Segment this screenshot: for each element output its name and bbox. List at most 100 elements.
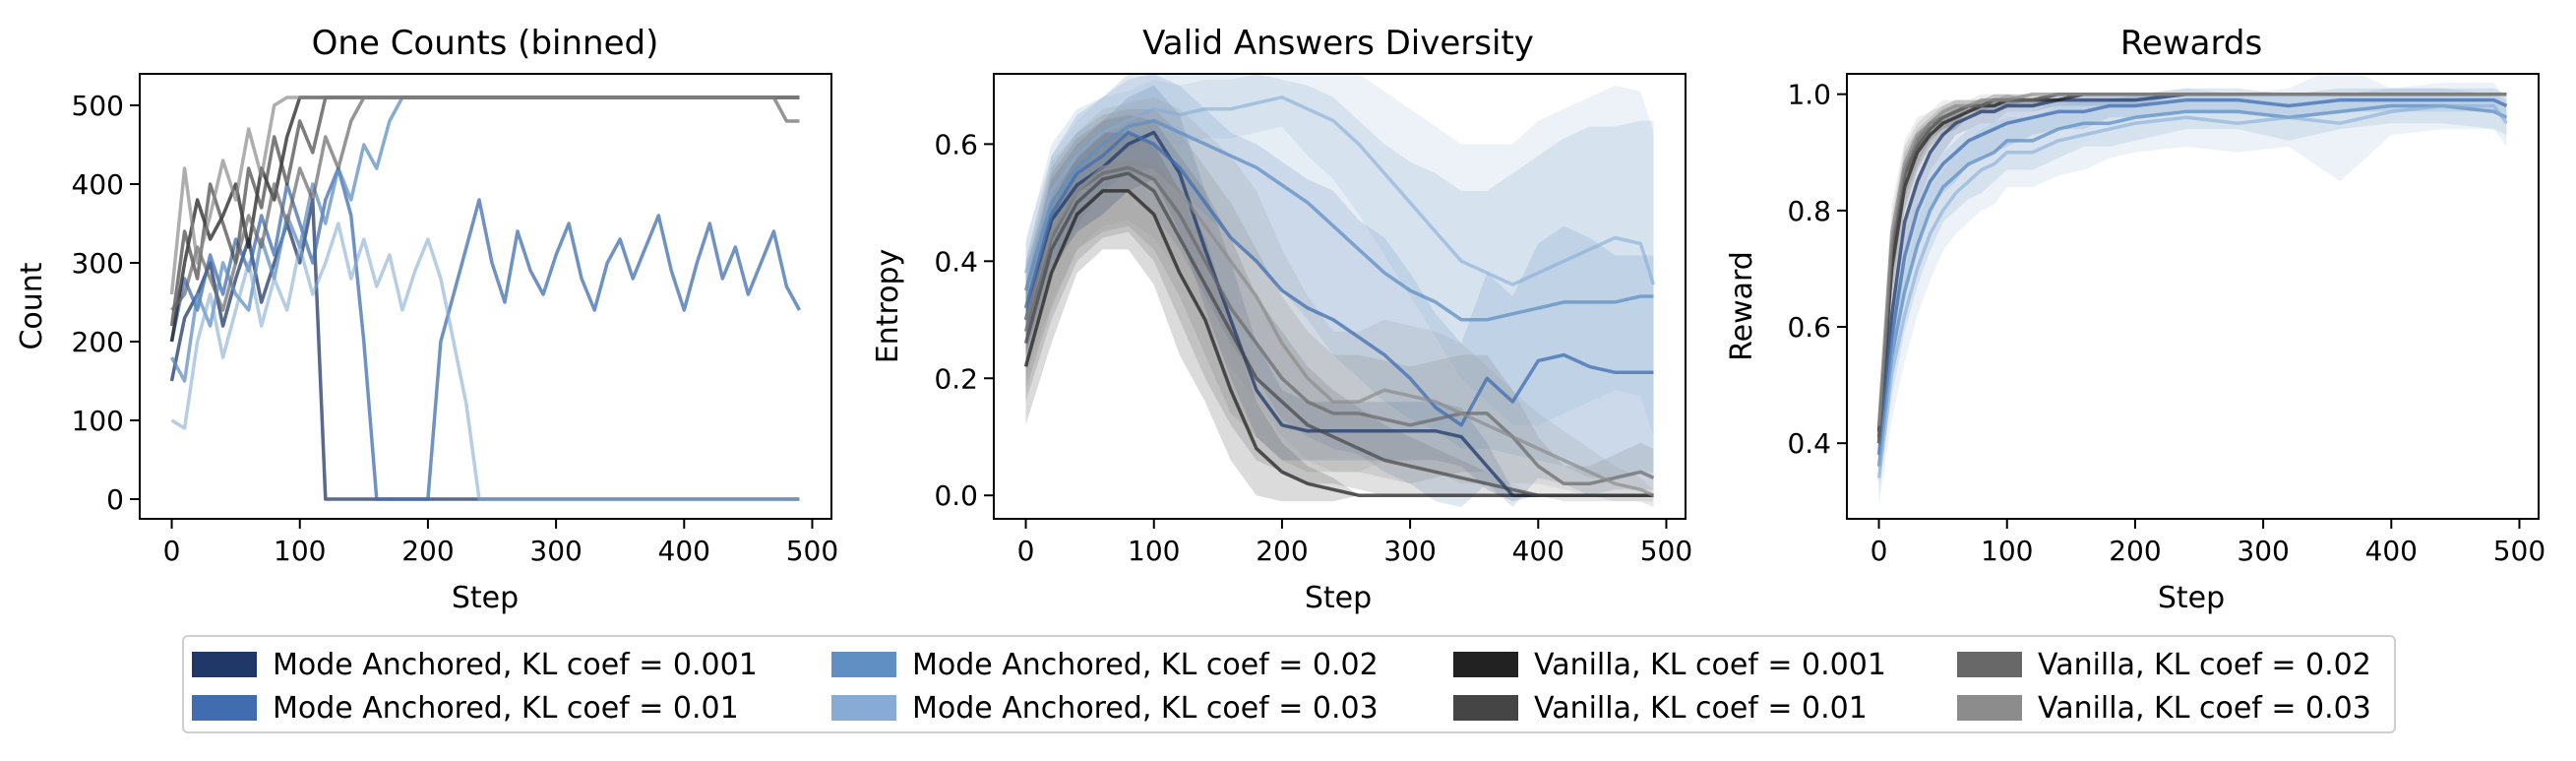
panel-title: One Counts (binned) <box>312 24 659 63</box>
legend-label: Vanilla, KL coef = 0.001 <box>1534 647 1886 682</box>
series-band <box>1878 94 2507 473</box>
legend-item: Mode Anchored, KL coef = 0.03 <box>831 688 1379 728</box>
x-tick-label: 100 <box>1981 535 2033 567</box>
x-tick-label: 300 <box>529 535 582 567</box>
legend-item: Mode Anchored, KL coef = 0.02 <box>831 645 1379 684</box>
panel-title: Rewards <box>2120 24 2262 63</box>
x-tick-label: 0 <box>1017 535 1035 567</box>
axes-frame <box>139 73 832 520</box>
series-band <box>1025 96 1654 502</box>
series-line <box>1023 95 1656 286</box>
legend-swatch <box>831 695 896 721</box>
plot-area: 0 100 200 300 400 500 0.4 0.6 0.8 1.0 <box>1787 73 2545 567</box>
axes-frame <box>993 73 1687 520</box>
legend-swatch <box>192 695 257 721</box>
y-axis-label: Reward <box>1725 251 1759 361</box>
legend-label: Vanilla, KL coef = 0.03 <box>2038 690 2371 726</box>
legend-label: Vanilla, KL coef = 0.01 <box>1534 690 1868 726</box>
series-line <box>170 95 800 312</box>
y-tick-label: 1.0 <box>1787 79 1831 111</box>
x-tick-label: 500 <box>2493 535 2545 567</box>
x-tick-label: 400 <box>1512 535 1564 567</box>
x-axis-label: Step <box>2158 581 2225 615</box>
series-line <box>169 198 800 501</box>
series-line <box>1023 130 1654 427</box>
legend-item: Vanilla, KL coef = 0.01 <box>1453 688 1868 728</box>
series-band <box>1025 74 1654 478</box>
legend-item: Vanilla, KL coef = 0.001 <box>1453 645 1886 684</box>
series-line <box>1876 92 2507 426</box>
legend-swatch <box>1957 695 2022 721</box>
legend-item: Mode Anchored, KL coef = 0.001 <box>192 645 758 684</box>
series-line <box>1023 171 1654 497</box>
y-axis-label: Entropy <box>871 249 905 364</box>
series-line <box>1023 165 1655 486</box>
legend-item: Vanilla, KL coef = 0.02 <box>1957 645 2371 684</box>
legend-swatch <box>192 652 257 677</box>
plot-area: 0 100 200 300 400 500 0 100 200 300 400 500 <box>72 73 838 567</box>
y-tick-label: 0.6 <box>934 128 978 160</box>
x-tick-label: 0 <box>1871 535 1888 567</box>
legend-swatch <box>1453 695 1518 721</box>
x-tick-label: 0 <box>163 535 181 567</box>
series-band <box>1025 108 1654 508</box>
series-lines <box>1023 95 1656 497</box>
legend: Mode Anchored, KL coef = 0.001 Mode Anch… <box>182 635 2396 733</box>
x-axis-label: Step <box>1305 581 1372 615</box>
panel-valid-answers-diversity: Valid Answers Diversity Step Entropy 0 10… <box>871 24 1692 615</box>
bands <box>1025 74 1654 508</box>
x-tick-label: 200 <box>401 535 454 567</box>
x-tick-label: 400 <box>2365 535 2418 567</box>
x-tick-label: 500 <box>786 535 838 567</box>
series-line <box>1876 103 2508 478</box>
y-tick-label: 0.0 <box>934 479 978 512</box>
panel-one-counts: One Counts (binned) Step Count 0 100 200 30… <box>15 24 838 615</box>
y-tick-label: 400 <box>72 168 124 201</box>
series-line <box>170 222 800 501</box>
legend-swatch <box>1453 652 1518 677</box>
panel-rewards: Rewards Step Reward 0 100 200 300 400 5000.40… <box>1725 24 2545 615</box>
series-band <box>1025 132 1654 502</box>
series-line <box>169 166 802 501</box>
x-tick-label: 200 <box>2109 535 2161 567</box>
y-tick-label: 300 <box>72 247 124 280</box>
legend-swatch <box>831 652 896 677</box>
series-line <box>1876 97 2508 456</box>
y-tick-label: 0.4 <box>1787 427 1831 460</box>
legend-swatch <box>1957 652 2022 677</box>
y-tick-label: 0.2 <box>934 362 978 395</box>
y-tick-label: 0.6 <box>1787 311 1831 344</box>
plot-area: 0 100 200 300 400 500 0.0 0.2 0.4 0.6 <box>934 73 1692 567</box>
y-tick-label: 0 <box>106 483 124 516</box>
series-line <box>169 95 800 295</box>
series-lines <box>1876 92 2508 478</box>
series-line <box>1023 118 1654 322</box>
y-tick-label: 0.4 <box>934 245 978 278</box>
y-axis-label: Count <box>15 262 49 349</box>
legend-label: Mode Anchored, KL coef = 0.01 <box>273 690 739 726</box>
series-band <box>1025 85 1654 502</box>
y-tick-label: 200 <box>72 326 124 358</box>
series-line <box>1876 103 2508 468</box>
x-tick-label: 100 <box>1128 535 1180 567</box>
x-tick-label: 500 <box>1640 535 1692 567</box>
x-tick-label: 300 <box>1383 535 1436 567</box>
legend-item: Vanilla, KL coef = 0.03 <box>1957 688 2371 728</box>
x-axis-label: Step <box>452 581 519 615</box>
series-band <box>1025 74 1654 437</box>
series-band <box>1025 114 1654 496</box>
series-band <box>1878 74 2507 508</box>
legend-item: Mode Anchored, KL coef = 0.01 <box>192 688 739 728</box>
x-tick-label: 100 <box>274 535 326 567</box>
legend-label: Mode Anchored, KL coef = 0.03 <box>912 690 1379 726</box>
x-tick-label: 400 <box>658 535 710 567</box>
series-line <box>1023 159 1655 497</box>
y-tick-label: 100 <box>72 405 124 437</box>
panel-title: Valid Answers Diversity <box>1142 24 1534 63</box>
legend-label: Mode Anchored, KL coef = 0.001 <box>273 647 758 682</box>
y-tick-label: 0.8 <box>1787 195 1831 227</box>
series-band <box>1878 94 2507 455</box>
axes-frame <box>1846 73 2540 520</box>
legend-label: Mode Anchored, KL coef = 0.02 <box>912 647 1379 682</box>
